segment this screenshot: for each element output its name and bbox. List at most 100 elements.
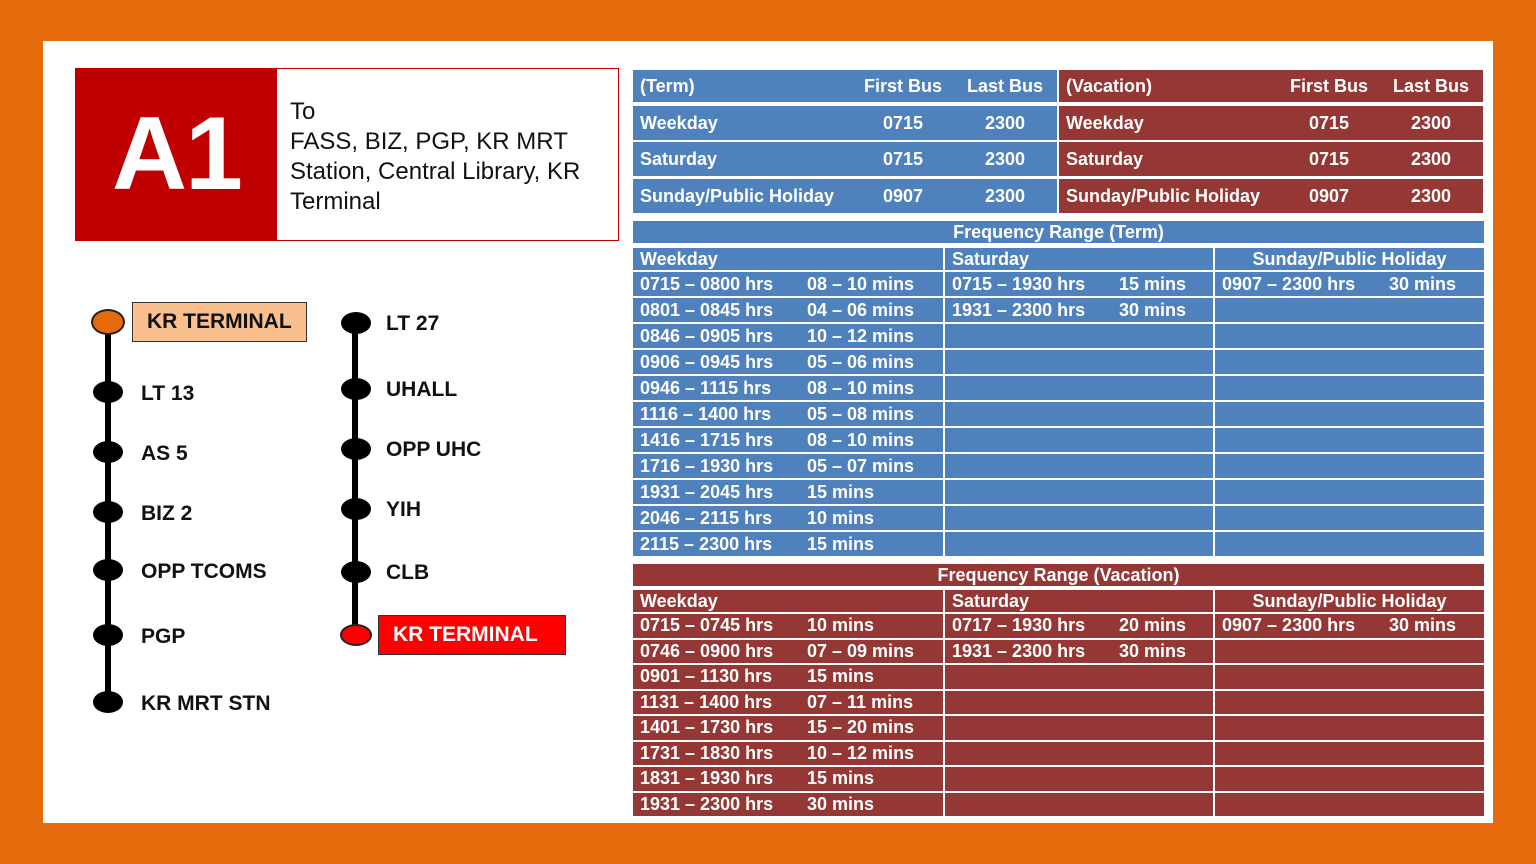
time-range: 1401 – 1730 hrs (640, 717, 774, 738)
frequency-cell: 2115 – 2300 hrs 15 mins (633, 532, 943, 556)
table-cell: Weekday (633, 106, 853, 140)
interval: 05 – 07 mins (807, 455, 915, 476)
time-range: 0715 – 0800 hrs (640, 273, 774, 294)
start-stop-label: KR TERMINAL (132, 302, 307, 342)
table-cell: Saturday (633, 142, 853, 176)
stop-label: LT 13 (141, 382, 195, 405)
stop-dot (93, 441, 123, 463)
frequency-cell (1215, 298, 1484, 322)
frequency-cell: 0901 – 1130 hrs 15 mins (633, 665, 943, 689)
section-title: Frequency Range (Vacation) (633, 564, 1484, 586)
end-stop-label: KR TERMINAL (378, 615, 566, 655)
frequency-cell: 0946 – 1115 hrs 08 – 10 mins (633, 376, 943, 400)
interval: 15 mins (807, 533, 875, 554)
frequency-cell: 1131 – 1400 hrs 07 – 11 mins (633, 690, 943, 714)
frequency-cell: 1931 – 2300 hrs 30 mins (945, 298, 1213, 322)
table-cell: 2300 (1379, 106, 1483, 140)
frequency-cell (945, 324, 1213, 348)
frequency-cell (1215, 741, 1484, 765)
route-line (352, 323, 358, 635)
frequency-cell: 0715 – 1930 hrs 15 mins (945, 272, 1213, 296)
stop-label: KR MRT STN (141, 692, 271, 715)
frequency-cell (1215, 690, 1484, 714)
frequency-cell (945, 480, 1213, 504)
stop-dot (341, 378, 371, 400)
time-range: 0801 – 0845 hrs (640, 299, 774, 320)
frequency-cell: 1401 – 1730 hrs 15 – 20 mins (633, 716, 943, 740)
frequency-cell: 1831 – 1930 hrs 15 mins (633, 767, 943, 791)
frequency-cell: 1416 – 1715 hrs 08 – 10 mins (633, 428, 943, 452)
table-cell: 2300 (953, 106, 1057, 140)
column-header: First Bus (1279, 70, 1379, 102)
frequency-cell (945, 428, 1213, 452)
frequency-cell (1215, 402, 1484, 426)
column-header: Weekday (633, 590, 943, 612)
interval: 30 mins (1119, 640, 1187, 661)
stop-label: UHALL (386, 378, 458, 401)
table-cell: 0715 (853, 106, 953, 140)
table-cell: 2300 (953, 179, 1057, 213)
column-header: Sunday/Public Holiday (1215, 248, 1484, 270)
interval: 05 – 06 mins (807, 351, 915, 372)
interval: 20 mins (1119, 615, 1187, 636)
time-range: 1931 – 2300 hrs (640, 793, 774, 814)
route-destination: To FASS, BIZ, PGP, KR MRT Station, Centra… (290, 98, 581, 215)
column-header: (Vacation) (1059, 70, 1279, 102)
frequency-cell (1215, 350, 1484, 374)
time-range: 0717 – 1930 hrs (952, 615, 1086, 636)
frequency-cell (1215, 480, 1484, 504)
frequency-cell (1215, 767, 1484, 791)
table-cell: 0715 (1279, 106, 1379, 140)
interval: 15 mins (807, 666, 875, 687)
frequency-cell: 0907 – 2300 hrs 30 mins (1215, 614, 1484, 638)
interval: 10 – 12 mins (807, 325, 915, 346)
stop-label: YIH (386, 498, 422, 521)
frequency-cell: 1931 – 2045 hrs 15 mins (633, 480, 943, 504)
table-cell: 2300 (1379, 142, 1483, 176)
time-range: 1931 – 2045 hrs (640, 481, 774, 502)
column-header: (Term) (633, 70, 853, 102)
time-range: 0746 – 0900 hrs (640, 640, 774, 661)
time-range: 0906 – 0945 hrs (640, 351, 774, 372)
interval: 08 – 10 mins (807, 377, 915, 398)
route-code: A1 (76, 69, 277, 240)
time-range: 1716 – 1930 hrs (640, 455, 774, 476)
stop-label: OPP UHC (386, 438, 482, 461)
frequency-cell: 1116 – 1400 hrs 05 – 08 mins (633, 402, 943, 426)
frequency-cell (945, 716, 1213, 740)
interval: 30 mins (1389, 615, 1457, 636)
time-range: 0946 – 1115 hrs (640, 377, 772, 398)
interval: 30 mins (1389, 273, 1457, 294)
route-header: A1 To FASS, BIZ, PGP, KR MRT Station, Cen… (75, 68, 619, 241)
frequency-cell: 0715 – 0745 hrs 10 mins (633, 614, 943, 638)
stop-dot (93, 559, 123, 581)
time-range: 0715 – 0745 hrs (640, 615, 774, 636)
column-header: Saturday (945, 248, 1213, 270)
time-range: 0907 – 2300 hrs (1222, 273, 1356, 294)
frequency-cell (945, 767, 1213, 791)
stop-label: LT 27 (386, 312, 440, 335)
interval: 10 – 12 mins (807, 742, 915, 763)
table-cell: 0907 (1279, 179, 1379, 213)
frequency-cell (945, 402, 1213, 426)
stop-label: BIZ 2 (141, 502, 193, 525)
frequency-cell: 1931 – 2300 hrs 30 mins (633, 792, 943, 816)
interval: 15 mins (807, 481, 875, 502)
time-range: 0901 – 1130 hrs (640, 666, 773, 687)
frequency-cell: 1716 – 1930 hrs 05 – 07 mins (633, 454, 943, 478)
frequency-cell: 0715 – 0800 hrs 08 – 10 mins (633, 272, 943, 296)
interval: 08 – 10 mins (807, 429, 915, 450)
frequency-cell (945, 376, 1213, 400)
table-cell: 2300 (953, 142, 1057, 176)
frequency-cell: 2046 – 2115 hrs 10 mins (633, 506, 943, 530)
column-header: Weekday (633, 248, 943, 270)
frequency-cell: 0846 – 0905 hrs 10 – 12 mins (633, 324, 943, 348)
stop-dot (93, 501, 123, 523)
stop-label: OPP TCOMS (141, 560, 267, 583)
time-range: 2046 – 2115 hrs (640, 507, 773, 528)
frequency-cell (945, 690, 1213, 714)
interval: 30 mins (807, 793, 875, 814)
column-header: Sunday/Public Holiday (1215, 590, 1484, 612)
time-range: 1731 – 1830 hrs (640, 742, 774, 763)
frequency-cell (945, 506, 1213, 530)
